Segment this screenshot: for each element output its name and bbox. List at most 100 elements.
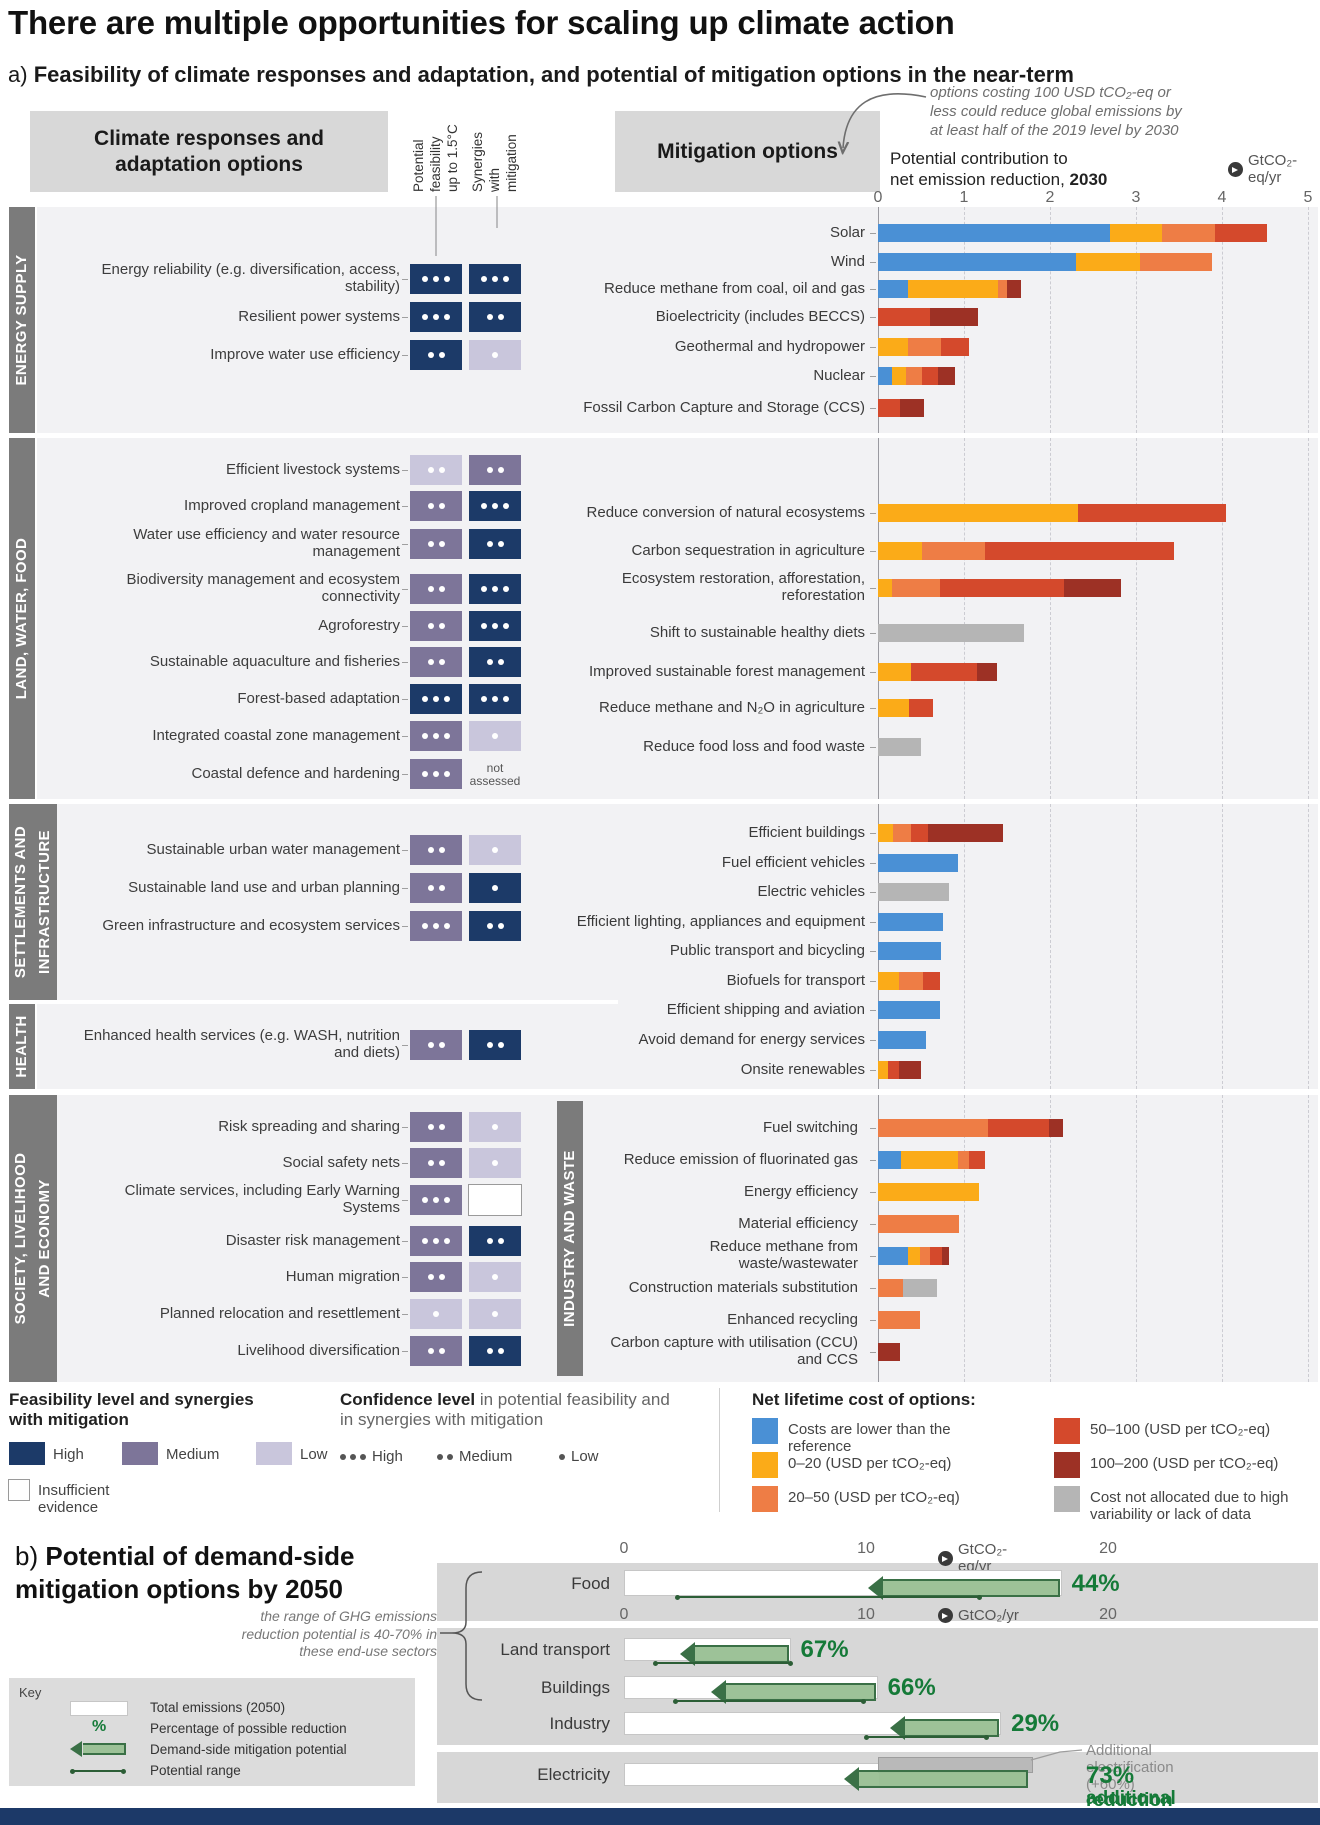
mitigation-bar	[878, 308, 978, 326]
label-connector	[870, 408, 876, 409]
feasibility-header-line2: feasibility	[428, 136, 443, 192]
confidence-dot	[427, 352, 434, 358]
additional-electrification-label: Additional electrification (+60%)	[1086, 1742, 1174, 1793]
label-connector	[402, 926, 408, 927]
potential-range-line	[653, 1660, 793, 1666]
cost-segment-c0_20	[878, 542, 922, 560]
gridline	[1308, 1095, 1309, 1382]
synergies-square	[469, 835, 521, 865]
mitigation-option-label: Reduce methane and N₂O in agriculture	[599, 698, 865, 716]
cost-segment-c20_50	[957, 1151, 970, 1169]
mitigation-bar	[878, 338, 970, 356]
mitigation-option-label: Ecosystem restoration, afforestation, re…	[621, 570, 865, 604]
confidence-dot	[422, 733, 428, 739]
section-background	[618, 804, 1318, 1089]
unit-text-a: GtCO₂-eq/yr	[1248, 152, 1298, 186]
confidence-dot	[422, 1197, 428, 1203]
confidence-dot	[427, 1124, 434, 1130]
confidence-dot	[422, 696, 428, 702]
label-connector	[870, 347, 876, 348]
confidence-dot	[492, 1160, 498, 1166]
panel-b-note: the range of GHG emissions reduction pot…	[241, 1608, 437, 1659]
confidence-dots	[340, 1453, 366, 1460]
confidence-dot	[422, 314, 428, 320]
mitigation-bar	[878, 253, 1212, 271]
label-connector	[402, 626, 408, 627]
synergies-square	[469, 684, 521, 714]
potential-range-line	[675, 1594, 982, 1600]
label-connector	[870, 633, 876, 634]
adaptation-option-label: Sustainable urban water management	[146, 840, 401, 858]
section-background	[37, 438, 1318, 799]
cost-segment-c50_100	[1215, 224, 1267, 242]
confidence-dot	[433, 923, 439, 929]
adaptation-option-label: Risk spreading and sharing	[218, 1117, 400, 1135]
gridline	[1050, 207, 1051, 433]
range-dot	[864, 1734, 869, 1740]
confidence-legend-title: Confidence level in potential feasibilit…	[340, 1390, 670, 1431]
cost-segment-ref	[878, 942, 941, 960]
label-connector	[870, 1160, 876, 1161]
section-background	[37, 1004, 618, 1089]
mitigation-option-label: Reduce food loss and food waste	[643, 737, 865, 755]
confidence-dot	[433, 696, 439, 702]
label-connector	[870, 981, 876, 982]
potential-range-line	[672, 1698, 866, 1704]
cost-segment-na	[878, 883, 950, 901]
cost-segment-ref	[878, 1151, 902, 1169]
confidence-dot	[422, 771, 428, 777]
feasibility-square	[410, 835, 462, 865]
legend-cost-swatch	[1054, 1486, 1080, 1512]
mitigation-option-label: Improved sustainable forest management	[589, 662, 865, 680]
demand-sector-label: Food	[571, 1574, 610, 1594]
cost-segment-c0_20	[1075, 253, 1141, 271]
mitigation-option-label: Energy efficiency	[744, 1182, 858, 1200]
cost-segment-c0_20	[878, 338, 909, 356]
gridline	[1136, 207, 1137, 433]
confidence-dot	[427, 885, 434, 891]
adaptation-option-label: Coastal defence and hardening	[191, 764, 401, 782]
synergies-square	[469, 647, 521, 677]
sector-band: SETTLEMENTS AND INFRASTRUCTURE	[9, 804, 57, 1000]
key-item-label: Percentage of possible reduction	[150, 1721, 347, 1736]
mitigation-option-label: Efficient lighting, appliances and equip…	[576, 912, 865, 930]
confidence-dot	[438, 623, 445, 629]
sector-band-label: SETTLEMENTS AND INFRASTRUCTURE	[9, 804, 57, 1000]
confidence-dot	[492, 586, 498, 592]
key-item-label: Demand-side mitigation potential	[150, 1742, 347, 1757]
arrow-body	[724, 1683, 876, 1701]
synergies-column-header: Synergies with mitigation	[469, 72, 521, 192]
feasibility-square	[410, 911, 462, 941]
mitigation-bar	[878, 699, 934, 717]
label-connector	[870, 708, 876, 709]
section-background	[37, 804, 618, 1000]
feasibility-square	[410, 1185, 462, 1215]
co2-cloud-icon	[1228, 161, 1243, 177]
mitigation-option-label: Geothermal and hydropower	[674, 337, 865, 355]
mitigation-option-label: Reduce conversion of natural ecosystems	[586, 503, 865, 521]
mitigation-option-label: Reduce emission of fluorinated gas	[623, 1150, 858, 1168]
cost-segment-c50_100	[988, 1119, 1050, 1137]
reduction-percentage: 44%	[1071, 1570, 1120, 1597]
key-pct-swatch: %	[92, 1718, 107, 1735]
legend-cost-swatch	[752, 1452, 778, 1478]
cost-segment-na	[878, 738, 921, 756]
mitigation-option-label: Public transport and bicycling	[669, 941, 865, 959]
axis-tick-label: 3	[1131, 189, 1141, 206]
synergies-square	[469, 1148, 521, 1178]
legend-cost-label: 50–100 (USD per tCO₂-eq)	[1090, 1421, 1271, 1438]
mitigation-bar	[878, 624, 1025, 642]
cost-segment-c50_100	[921, 367, 939, 385]
confidence-dot	[444, 1238, 450, 1244]
label-connector	[870, 233, 876, 234]
cost-segment-c20_50	[878, 1311, 921, 1329]
mitigation-bar	[878, 1001, 940, 1019]
label-connector	[402, 355, 408, 356]
label-connector	[870, 289, 876, 290]
sector-band-line: AND ECONOMY	[36, 1179, 53, 1298]
mitigation-bar	[878, 1031, 927, 1049]
cost-segment-c100_200	[899, 1061, 921, 1079]
sector-band: INDUSTRY AND WASTE	[557, 1101, 583, 1376]
cost-segment-c20_50	[998, 280, 1007, 298]
feasibility-header-line3: up to 1.5°C	[445, 124, 460, 192]
